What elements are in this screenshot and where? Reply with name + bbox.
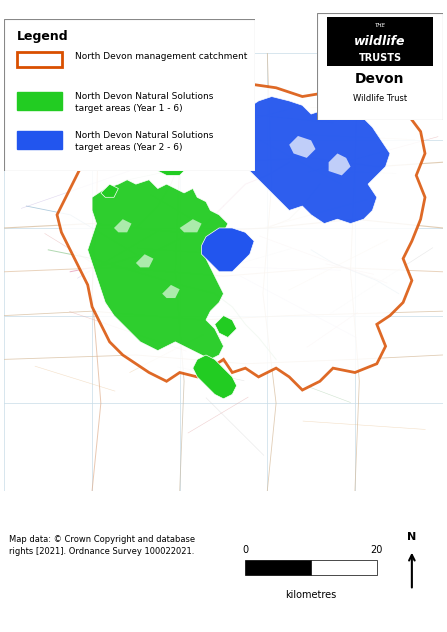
Text: N: N	[407, 532, 417, 542]
Text: North Devon management catchment: North Devon management catchment	[75, 52, 247, 61]
Polygon shape	[329, 154, 350, 176]
Polygon shape	[101, 184, 118, 197]
FancyBboxPatch shape	[4, 19, 255, 171]
Bar	[17, 92, 62, 110]
Text: wildlife: wildlife	[354, 35, 406, 48]
Text: THE: THE	[375, 23, 385, 28]
Polygon shape	[136, 254, 153, 267]
Polygon shape	[241, 97, 390, 224]
Text: Wildlife Trust: Wildlife Trust	[353, 94, 407, 103]
Text: Map data: © Crown Copyright and database
rights [2021]. Ordnance Survey 10002202: Map data: © Crown Copyright and database…	[9, 535, 195, 556]
Bar	[327, 17, 433, 66]
Polygon shape	[215, 315, 236, 337]
Text: Legend: Legend	[17, 30, 68, 42]
Polygon shape	[114, 219, 131, 233]
Polygon shape	[289, 136, 316, 158]
Polygon shape	[149, 154, 189, 176]
Polygon shape	[193, 355, 236, 399]
Polygon shape	[88, 179, 228, 360]
Text: 20: 20	[371, 545, 383, 555]
Polygon shape	[180, 219, 202, 233]
Text: North Devon Natural Solutions
target areas (Year 1 - 6): North Devon Natural Solutions target are…	[75, 92, 213, 112]
Bar	[17, 52, 62, 68]
Polygon shape	[202, 228, 254, 272]
FancyBboxPatch shape	[317, 13, 443, 120]
Text: Devon: Devon	[355, 72, 405, 86]
Text: TRUSTS: TRUSTS	[358, 52, 401, 63]
Text: North Devon Natural Solutions
target areas (Year 2 - 6): North Devon Natural Solutions target are…	[75, 131, 213, 152]
Bar	[311, 560, 377, 575]
Text: 0: 0	[242, 545, 249, 555]
Bar	[17, 131, 62, 149]
Text: kilometres: kilometres	[286, 590, 337, 600]
Polygon shape	[57, 83, 425, 390]
Polygon shape	[162, 285, 180, 298]
Bar	[245, 560, 311, 575]
